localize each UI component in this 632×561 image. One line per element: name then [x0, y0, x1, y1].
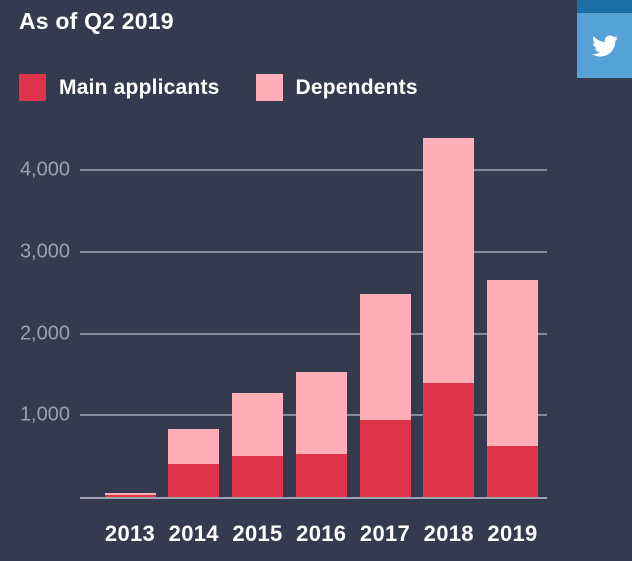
- x-axis-label-2017: 2017: [359, 521, 411, 546]
- gridline-3000: [80, 250, 547, 253]
- bar-segment-main-applicants-2013: [104, 494, 156, 497]
- y-axis-tick-label: 2,000: [19, 322, 70, 345]
- bar-segment-dependents-2016: [295, 371, 347, 454]
- bar-2017: [359, 294, 411, 497]
- twitter-share-button[interactable]: [577, 13, 632, 78]
- twitter-bird-path: [591, 34, 618, 57]
- bar-segment-main-applicants-2016: [295, 453, 347, 497]
- x-axis-label-2019: 2019: [487, 521, 538, 546]
- bar-segment-dependents-2013: [104, 492, 156, 495]
- bar-segment-dependents-2018: [423, 137, 475, 383]
- bar-2016: [295, 371, 347, 497]
- bar-segment-main-applicants-2015: [232, 456, 283, 497]
- x-axis-label-2016: 2016: [296, 521, 347, 546]
- gridline-2000: [80, 332, 547, 335]
- bar-segment-dependents-2015: [232, 393, 283, 457]
- bar-2013: [104, 492, 156, 497]
- share-widget-strip: [577, 0, 632, 13]
- bar-2018: [423, 137, 475, 497]
- x-axis-label-2014: 2014: [168, 521, 219, 546]
- y-axis-tick-label: 3,000: [19, 240, 70, 263]
- x-axis-line: [80, 497, 547, 499]
- bar-segment-dependents-2019: [487, 279, 538, 447]
- legend: Main applicants Dependents: [19, 74, 418, 101]
- bar-segment-main-applicants-2017: [359, 420, 411, 497]
- x-axis-label-2015: 2015: [232, 521, 283, 546]
- legend-label-main-applicants: Main applicants: [59, 75, 220, 99]
- bar-2014: [168, 429, 220, 497]
- bar-2015: [232, 393, 283, 497]
- legend-item-dependents: Dependents: [255, 74, 418, 101]
- gridline-4000: [80, 169, 547, 172]
- bar-segment-main-applicants-2019: [487, 446, 538, 497]
- bar-segment-main-applicants-2018: [423, 382, 475, 497]
- legend-label-dependents: Dependents: [295, 75, 418, 99]
- y-axis-tick-label: 4,000: [19, 158, 70, 181]
- bar-segment-main-applicants-2014: [168, 464, 220, 497]
- legend-item-main-applicants: Main applicants: [19, 74, 220, 101]
- legend-swatch-main-applicants: [19, 74, 46, 101]
- bar-2019: [487, 279, 538, 497]
- x-axis-label-2013: 2013: [104, 521, 156, 546]
- y-axis-tick-label: 1,000: [19, 403, 70, 426]
- x-axis-label-2018: 2018: [423, 521, 474, 546]
- chart-title: As of Q2 2019: [19, 8, 174, 34]
- bar-segment-dependents-2017: [359, 294, 411, 421]
- twitter-icon: [589, 33, 621, 59]
- legend-swatch-dependents: [255, 74, 283, 101]
- bar-segment-dependents-2014: [168, 429, 220, 465]
